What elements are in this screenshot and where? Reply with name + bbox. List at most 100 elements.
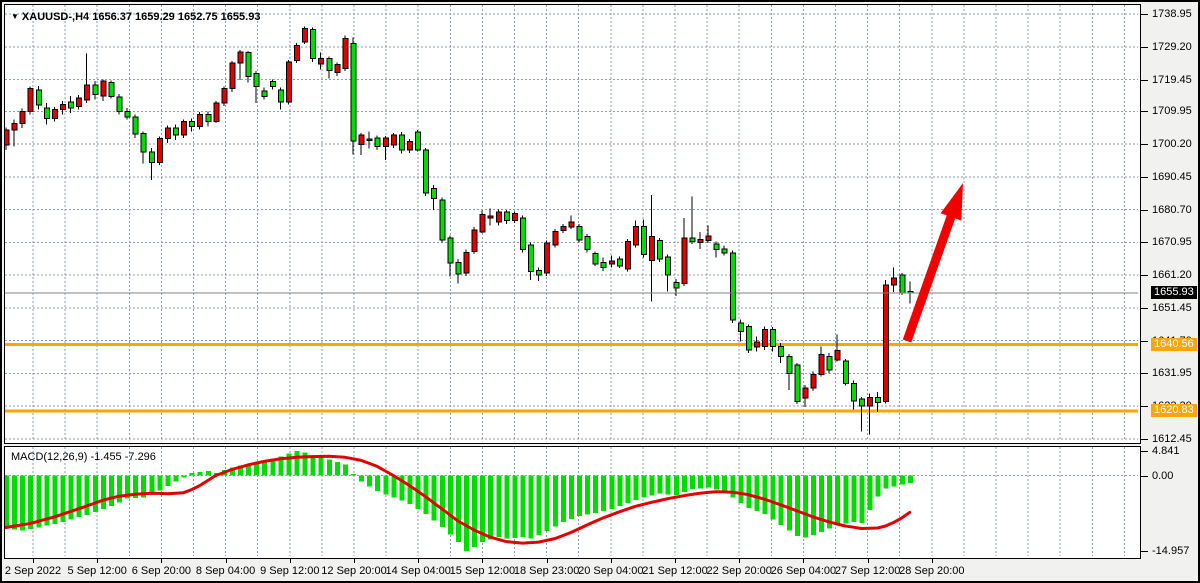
time-axis-label[interactable]: 15 Sep 12:00 [449, 565, 516, 577]
candle-bear [858, 398, 865, 407]
macd-canvas[interactable] [5, 447, 1138, 556]
time-axis-tick [482, 559, 484, 563]
time-axis-label[interactable]: 22 Sep 20:00 [706, 565, 772, 577]
candle-bear [447, 237, 454, 264]
candle-bear [721, 248, 728, 254]
price-axis-tick [1141, 275, 1148, 277]
time-axis-label[interactable]: 14 Sep 04:00 [385, 565, 451, 577]
candle-bear [350, 43, 357, 142]
candle-bear [261, 90, 268, 97]
candle-bear [842, 360, 849, 384]
level-price-tag: 1640.56 [1151, 337, 1197, 351]
candle-bear [140, 132, 147, 153]
price-chart-canvas[interactable] [5, 5, 1138, 441]
candle-bear [673, 282, 680, 289]
candle-bear [455, 261, 462, 275]
candle-bear [108, 82, 115, 97]
macd-axis-label: 4.841 [1152, 445, 1180, 458]
macd-axis-tick [1141, 451, 1148, 453]
candle-bear [431, 188, 438, 200]
candle-bull [342, 37, 349, 70]
candle-bull [366, 138, 373, 141]
time-axis-label[interactable]: 2 Sep 2022 [4, 565, 62, 577]
candle-bear [205, 114, 212, 122]
time-axis-tick [931, 559, 933, 563]
candle-bear [875, 396, 882, 404]
time-axis-label[interactable]: 27 Sep 12:00 [834, 565, 901, 577]
candle-bear [713, 243, 720, 250]
time-axis-label[interactable]: 21 Sep 12:00 [642, 565, 708, 577]
time-axis-label[interactable]: 28 Sep 20:00 [899, 565, 965, 577]
macd-histogram [5, 451, 913, 552]
price-axis-tick [1141, 209, 1148, 211]
time-axis-tick [739, 559, 741, 563]
candle-bull [390, 134, 397, 146]
candle-bull [229, 62, 236, 89]
price-axis-tick [1141, 373, 1148, 375]
candle-bear [245, 51, 252, 78]
time-axis-tick [33, 559, 34, 563]
candle-bear [584, 236, 591, 251]
candle-bull [479, 214, 486, 233]
candle-bull [294, 44, 301, 62]
symbol-title: ▼ XAUUSD-,H4 1656.37 1659.29 1652.75 1655… [11, 11, 260, 23]
price-axis-tick [1141, 340, 1148, 342]
candle-bull [544, 242, 551, 274]
macd-indicator-panel[interactable]: MACD(12,26,9) -1.455 -7.296 [4, 446, 1141, 559]
candle-bull [76, 97, 83, 108]
candle-bear [326, 58, 333, 71]
candle-bull [632, 225, 639, 246]
candle-bull [810, 374, 817, 389]
candle-bear [503, 211, 510, 221]
time-axis-label[interactable]: 12 Sep 20:00 [321, 565, 387, 577]
price-chart-panel[interactable]: ▼ XAUUSD-,H4 1656.37 1659.29 1652.75 1655… [4, 4, 1141, 444]
candle-bear [745, 326, 752, 351]
candle-bull [59, 104, 66, 111]
candle-bull [552, 231, 559, 246]
time-axis-tick [354, 559, 355, 563]
time-axis-label[interactable]: 18 Sep 23:00 [513, 565, 580, 577]
candle-bear [374, 137, 381, 148]
candle-bear [576, 225, 583, 241]
candle-bear [519, 217, 526, 251]
candle-bear [116, 96, 123, 112]
time-axis-tick [97, 559, 99, 563]
grid-layer [5, 5, 1138, 441]
candle-bull [487, 215, 494, 219]
price-axis-label: 1709.95 [1152, 105, 1192, 118]
candle-bull [754, 341, 761, 348]
candle-bull [84, 84, 91, 101]
time-axis-label[interactable]: 5 Sep 12:00 [67, 565, 127, 577]
trend-arrow-annotation[interactable] [902, 183, 963, 343]
candle-bear [794, 364, 801, 403]
candle-bull [649, 236, 656, 261]
candle-bull [11, 122, 18, 131]
candle-bull [27, 87, 34, 112]
candle-bull [681, 237, 688, 285]
candle-bear [899, 274, 906, 294]
price-axis-tick [1141, 111, 1148, 113]
ohlc-readout: 1656.37 1659.29 1652.75 1655.93 [92, 11, 261, 23]
candle-bull [164, 127, 171, 139]
price-axis-label: 1631.95 [1152, 367, 1192, 380]
chevron-down-icon[interactable]: ▼ [11, 12, 19, 21]
candle-bull [407, 140, 413, 151]
candle-bear [439, 199, 446, 241]
candle-bull [511, 213, 518, 221]
candle-bear [35, 89, 42, 106]
candle-bear [600, 261, 607, 268]
time-axis-tick [289, 559, 291, 563]
time-axis-label[interactable]: 26 Sep 04:00 [770, 565, 837, 577]
price-axis-label: 1661.20 [1152, 269, 1192, 282]
price-axis-label: 1670.95 [1152, 236, 1192, 249]
candle-bear [423, 149, 430, 194]
support-resistance-lines[interactable] [5, 343, 1138, 413]
candle-bull [495, 211, 502, 223]
candle-bull [318, 58, 325, 65]
candle-bull [213, 102, 220, 122]
time-axis-label[interactable]: 8 Sep 04:00 [195, 565, 256, 577]
candle-bull [705, 235, 712, 242]
time-axis-label[interactable]: 6 Sep 20:00 [131, 565, 192, 577]
time-axis-label[interactable]: 9 Sep 12:00 [260, 565, 320, 577]
time-axis-label[interactable]: 20 Sep 04:00 [578, 565, 644, 577]
